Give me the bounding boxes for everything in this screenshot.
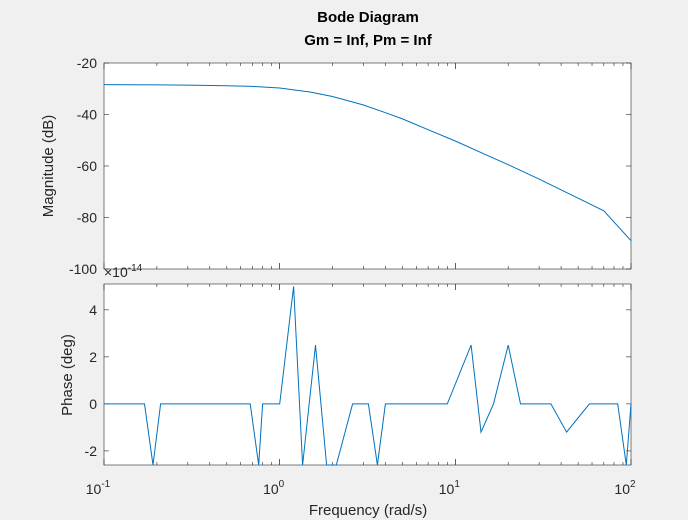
phase-y-multiplier: ×10-14: [104, 263, 143, 280]
phase-y-ticks: -2 0 2 4: [85, 302, 631, 459]
magnitude-minor-ticks: [103, 63, 632, 269]
magnitude-y-ticks: -100 -80 -60 -40 -20: [69, 55, 631, 277]
phase-ytick-label: 2: [89, 349, 97, 365]
magnitude-ytick-label: -60: [77, 158, 97, 174]
frequency-xlabel: Frequency (rad/s): [309, 502, 427, 519]
magnitude-ylabel: Magnitude (dB): [40, 115, 57, 218]
magnitude-ytick-label: -20: [77, 55, 97, 71]
phase-x-ticks: 10-1 100 101 102: [86, 479, 636, 497]
magnitude-curve: [103, 84, 632, 242]
phase-ytick-label: 4: [89, 302, 97, 318]
frequency-xtick-label: 101: [439, 479, 461, 497]
magnitude-ytick-label: -100: [69, 261, 97, 277]
phase-axes[interactable]: [103, 283, 632, 466]
magnitude-ytick-label: -40: [77, 107, 97, 123]
figure-subtitle: Gm = Inf, Pm = Inf: [304, 32, 433, 49]
phase-minor-ticks: [103, 284, 632, 465]
figure-title: Bode Diagram: [317, 9, 419, 26]
frequency-xtick-label: 102: [614, 479, 636, 497]
phase-ytick-label: 0: [89, 396, 97, 412]
phase-ylabel: Phase (deg): [59, 334, 76, 416]
magnitude-ytick-label: -80: [77, 210, 97, 226]
phase-ytick-label: -2: [85, 443, 98, 459]
frequency-xtick-label: 10-1: [86, 479, 111, 497]
frequency-xtick-label: 100: [263, 479, 285, 497]
magnitude-axes[interactable]: [103, 62, 632, 270]
phase-curve: [104, 286, 632, 466]
